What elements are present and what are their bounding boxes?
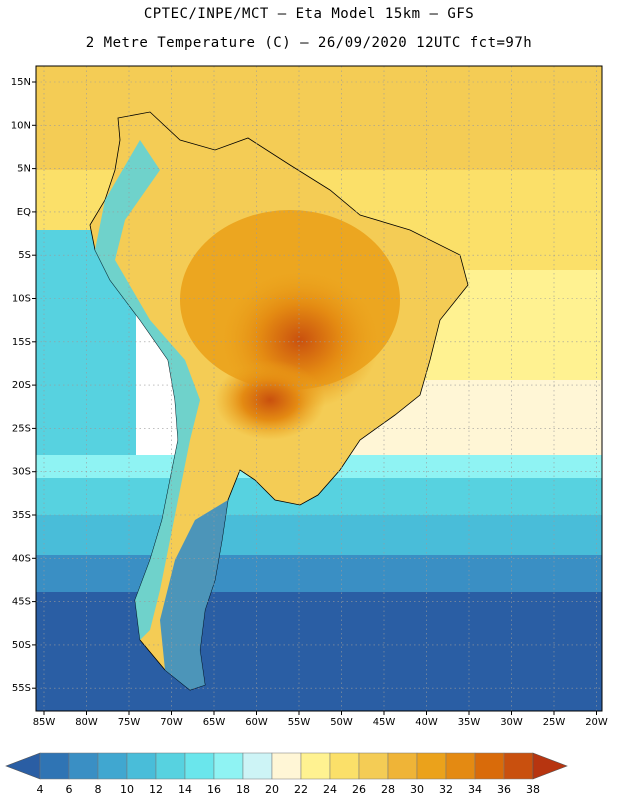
lat-label: 10N: [11, 120, 31, 131]
legend-swatch: [242, 752, 273, 780]
map-subtitle: 2 Metre Temperature (C) – 26/09/2020 12U…: [85, 35, 533, 51]
lon-label: 75W: [118, 717, 141, 728]
legend-label: 16: [207, 783, 221, 796]
lat-label: 5N: [17, 164, 31, 175]
legend-label: 34: [468, 783, 482, 796]
legend-label: 6: [66, 783, 73, 796]
legend-label: 30: [410, 783, 424, 796]
map-title: CPTEC/INPE/MCT – Eta Model 15km – GFS: [143, 6, 475, 22]
lon-label: 30W: [500, 717, 523, 728]
legend-swatch: [532, 752, 568, 780]
lon-label: 40W: [415, 717, 438, 728]
lat-label: 20S: [12, 380, 31, 391]
lat-label: EQ: [17, 207, 31, 218]
legend-label: 10: [120, 783, 134, 796]
legend-swatch: [184, 752, 215, 780]
legend-label: 38: [526, 783, 540, 796]
legend-label: 14: [178, 783, 192, 796]
lat-label: 45S: [12, 597, 31, 608]
legend-label: 20: [265, 783, 279, 796]
lon-label: 25W: [543, 717, 566, 728]
lon-label: 20W: [585, 717, 608, 728]
legend-swatch: [416, 752, 447, 780]
lon-label: 35W: [458, 717, 481, 728]
lat-label: 25S: [12, 423, 31, 434]
legend-swatch: [5, 752, 41, 780]
lon-label: 55W: [288, 717, 311, 728]
lat-label: 15S: [12, 337, 31, 348]
lat-label: 35S: [12, 510, 31, 521]
legend-swatch: [445, 752, 476, 780]
legend-swatch: [271, 752, 302, 780]
legend-swatch: [39, 752, 70, 780]
lat-label: 30S: [12, 467, 31, 478]
legend-swatch: [300, 752, 331, 780]
legend-swatch: [358, 752, 389, 780]
lat-label: 55S: [12, 683, 31, 694]
lon-label: 70W: [160, 717, 183, 728]
lon-label: 60W: [245, 717, 268, 728]
lon-label: 45W: [373, 717, 396, 728]
temperature-map: 15N 10N 5N EQ 5S 10S 15S 20S 25S 30S 35S 40S 45S 50S 5…: [11, 65, 608, 728]
legend-swatch: [503, 752, 534, 780]
legend-swatch: [68, 752, 99, 780]
lon-label: 50W: [330, 717, 353, 728]
legend-label: 36: [497, 783, 511, 796]
legend-swatch: [329, 752, 360, 780]
legend-swatch: [213, 752, 244, 780]
lon-label: 80W: [75, 717, 98, 728]
legend-swatch: [126, 752, 157, 780]
legend-swatch: [155, 752, 186, 780]
legend-label: 24: [323, 783, 337, 796]
legend-label: 22: [294, 783, 308, 796]
lat-label: 40S: [12, 553, 31, 564]
legend-label: 18: [236, 783, 250, 796]
lat-label: 5S: [18, 250, 31, 261]
legend-label: 8: [95, 783, 102, 796]
legend-label: 12: [149, 783, 163, 796]
lon-label: 85W: [33, 717, 56, 728]
color-legend: 4 6 8 10 12 14 16 18 20 22 24 26 28 30 32 34 36 38: [5, 752, 568, 796]
legend-swatch: [474, 752, 505, 780]
legend-swatch: [97, 752, 128, 780]
legend-label: 28: [381, 783, 395, 796]
lat-label: 10S: [12, 294, 31, 305]
legend-swatch: [387, 752, 418, 780]
legend-label: 4: [37, 783, 44, 796]
legend-label: 32: [439, 783, 453, 796]
lat-label: 50S: [12, 640, 31, 651]
lon-label: 65W: [203, 717, 226, 728]
lat-label: 15N: [11, 77, 31, 88]
legend-label: 26: [352, 783, 366, 796]
